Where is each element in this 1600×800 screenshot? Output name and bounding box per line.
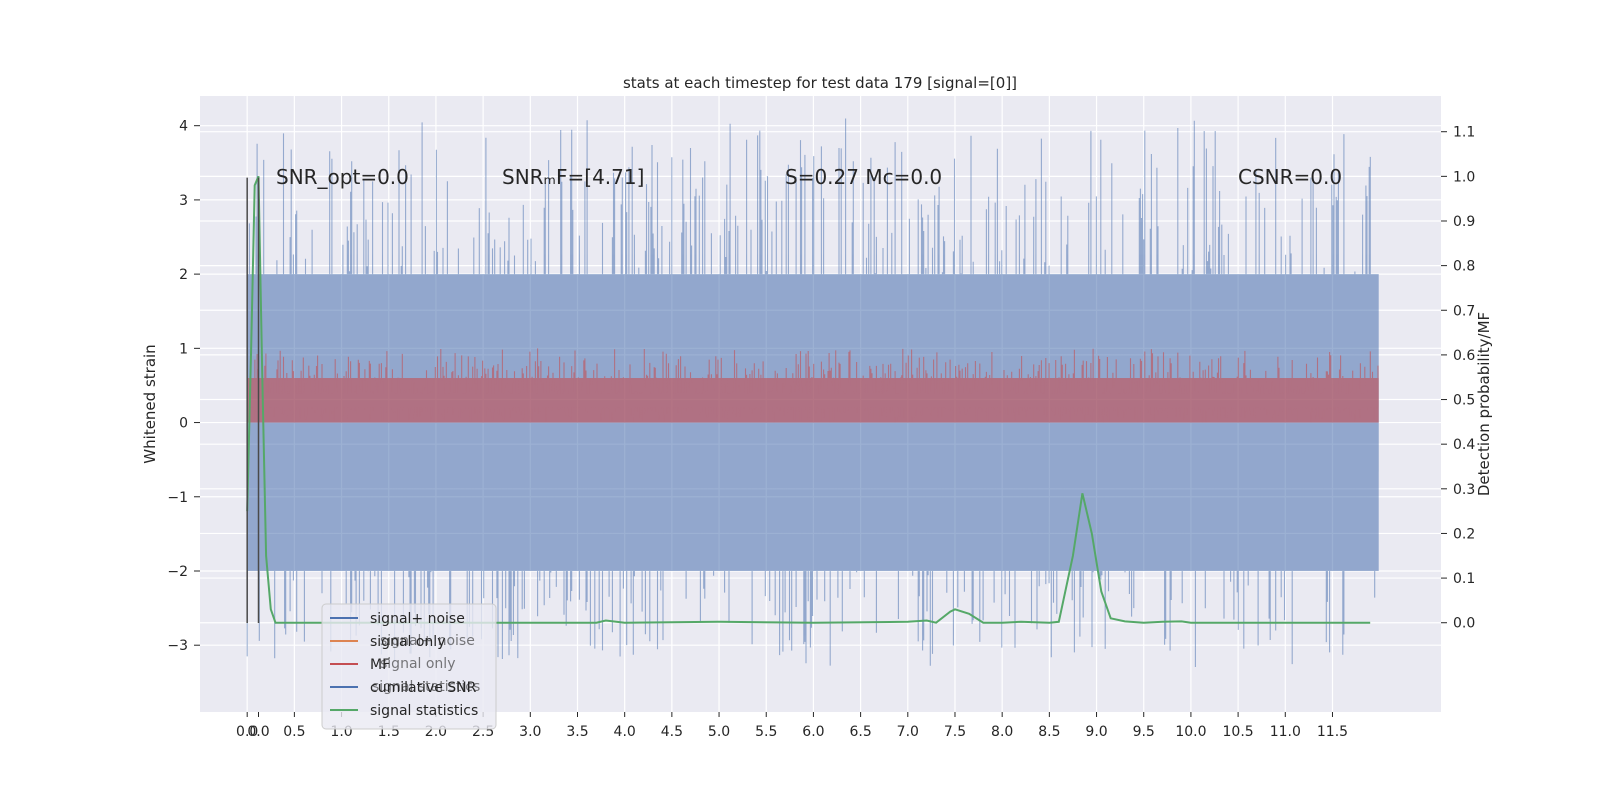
y-tick-label: 3 xyxy=(179,193,188,209)
series-mf xyxy=(246,348,1379,423)
y-tick-label: 2 xyxy=(179,267,188,283)
y2-tick-label: 0.6 xyxy=(1453,348,1475,364)
y-tick-label: −2 xyxy=(167,564,188,580)
y-tick-label: 1 xyxy=(179,341,188,357)
legend-ghost-text: signal only xyxy=(380,656,455,672)
annotation-s-mc: S=0.27 Mᴄ=0.0 xyxy=(785,165,942,189)
chart-title: stats at each timestep for test data 179… xyxy=(623,74,1017,92)
y2-tick-label: 0.8 xyxy=(1453,259,1475,275)
x-tick-label: 4.5 xyxy=(661,724,683,740)
legend-box xyxy=(321,603,497,730)
x-tick-label: 7.5 xyxy=(944,724,966,740)
x-tick-label: 0.5 xyxy=(283,724,305,740)
x-tick-label: 9.5 xyxy=(1133,724,1155,740)
y2-tick-label: 0.1 xyxy=(1453,571,1475,587)
y2-axis-label: Detection probability/MF xyxy=(1475,312,1493,496)
x-tick-label: 3.5 xyxy=(566,724,588,740)
y-tick-label: 0 xyxy=(179,416,188,432)
x-tick-label: 8.0 xyxy=(991,724,1013,740)
x-tick-label: 3.0 xyxy=(519,724,541,740)
x-tick-label: 6.0 xyxy=(802,724,824,740)
x-tick-label: 11.0 xyxy=(1270,724,1301,740)
y2-tick-label: 1.1 xyxy=(1453,125,1475,141)
y-tick-label: 4 xyxy=(179,119,188,135)
y2-tick-label: 0.3 xyxy=(1453,482,1475,498)
legend-entry: signal statistics xyxy=(370,703,478,719)
x-tick-label: 4.0 xyxy=(614,724,636,740)
x-tick-label: 8.5 xyxy=(1038,724,1060,740)
ticks-layer: 0.00.0 0.5 1.0 1.5 2.0 2.5 3.0 3.5 4.0 4.5 5.0 5.5 6… xyxy=(167,119,1475,740)
annotations: SNR_opt=0.0 SNRₘF=[4.71] S=0.27 Mᴄ=0.0 CSNR… xyxy=(276,165,1342,189)
x-tick-label: 5.5 xyxy=(755,724,777,740)
y-axis-label: Whitened strain xyxy=(141,344,159,463)
x-tick-label: 10.5 xyxy=(1223,724,1254,740)
x-tick-label: 9.0 xyxy=(1085,724,1107,740)
legend-entry: signal only xyxy=(370,634,445,650)
x-tick-label: 0.0 xyxy=(247,724,269,740)
legend-ghost-text: signal statistics xyxy=(372,679,480,695)
annotation-csnr: CSNR=0.0 xyxy=(1238,165,1342,189)
series-layer xyxy=(246,118,1379,667)
x-tick-label: 11.5 xyxy=(1317,724,1348,740)
x-tick-label: 0.0 xyxy=(236,724,258,740)
y2-tick-label: 0.2 xyxy=(1453,526,1475,542)
y-tick-label: −3 xyxy=(167,638,188,654)
series-signal-statistics xyxy=(246,175,1371,624)
y2-tick-label: 0.9 xyxy=(1453,214,1475,230)
annotation-snr-opt: SNR_opt=0.0 xyxy=(276,165,409,189)
x-tick-label: 6.5 xyxy=(849,724,871,740)
legend-entry: signal+ noise xyxy=(370,611,465,627)
y2-tick-label: 0.4 xyxy=(1453,437,1475,453)
y2-tick-label: 0.5 xyxy=(1453,393,1475,409)
x-tick-label: 7.0 xyxy=(897,724,919,740)
y2-tick-label: 0.7 xyxy=(1453,303,1475,319)
legend-entry: cumilative SNR xyxy=(370,680,477,696)
x-tick-label: 5.0 xyxy=(708,724,730,740)
legend-ghost-text: signal+ noise xyxy=(380,633,475,649)
annotation-snr-mf: SNRₘF=[4.71] xyxy=(502,165,644,189)
y-tick-label: −1 xyxy=(167,490,188,506)
x-tick-label: 10.0 xyxy=(1175,724,1206,740)
legend-entry: MF xyxy=(370,657,390,673)
y2-tick-label: 0.0 xyxy=(1453,616,1475,632)
y2-tick-label: 1.0 xyxy=(1453,169,1475,185)
